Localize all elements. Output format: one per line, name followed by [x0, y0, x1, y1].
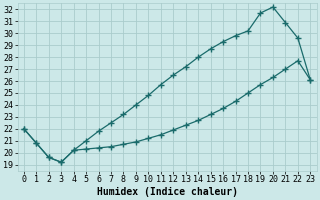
- X-axis label: Humidex (Indice chaleur): Humidex (Indice chaleur): [97, 186, 237, 197]
